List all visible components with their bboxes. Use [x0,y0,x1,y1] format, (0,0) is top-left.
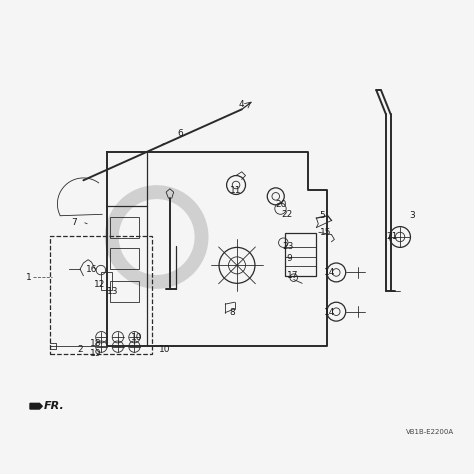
Polygon shape [30,403,42,409]
Text: 3: 3 [409,211,415,220]
Text: VB1B-E2200A: VB1B-E2200A [406,428,455,435]
Text: 2: 2 [77,345,83,354]
Text: 13: 13 [108,287,119,296]
Text: 17: 17 [287,271,299,280]
Text: 4: 4 [239,100,245,109]
Text: 22: 22 [281,210,292,219]
Text: 5: 5 [319,211,325,220]
Text: 10: 10 [159,345,171,354]
Text: 6: 6 [177,128,183,137]
Text: 16: 16 [86,264,97,273]
Bar [110,281,139,302]
Text: 15: 15 [320,228,332,237]
Text: 19: 19 [90,349,101,358]
Text: 8: 8 [229,308,235,317]
Bar [110,248,139,269]
Bar [101,272,112,290]
Text: 20: 20 [275,201,287,210]
Text: 10: 10 [130,333,142,342]
Text: 1: 1 [26,273,32,282]
Text: 14: 14 [323,268,335,277]
Text: 14: 14 [323,308,335,317]
Text: 9: 9 [286,254,292,263]
Text: 12: 12 [94,280,106,289]
Text: 7: 7 [71,219,77,228]
Text: 11: 11 [230,186,242,195]
Bar [285,233,316,276]
Text: 18: 18 [90,339,101,348]
Text: FR.: FR. [44,401,65,411]
Bar [50,236,152,354]
Text: 21: 21 [386,232,398,240]
Text: 23: 23 [283,242,294,251]
Bar [110,217,139,238]
